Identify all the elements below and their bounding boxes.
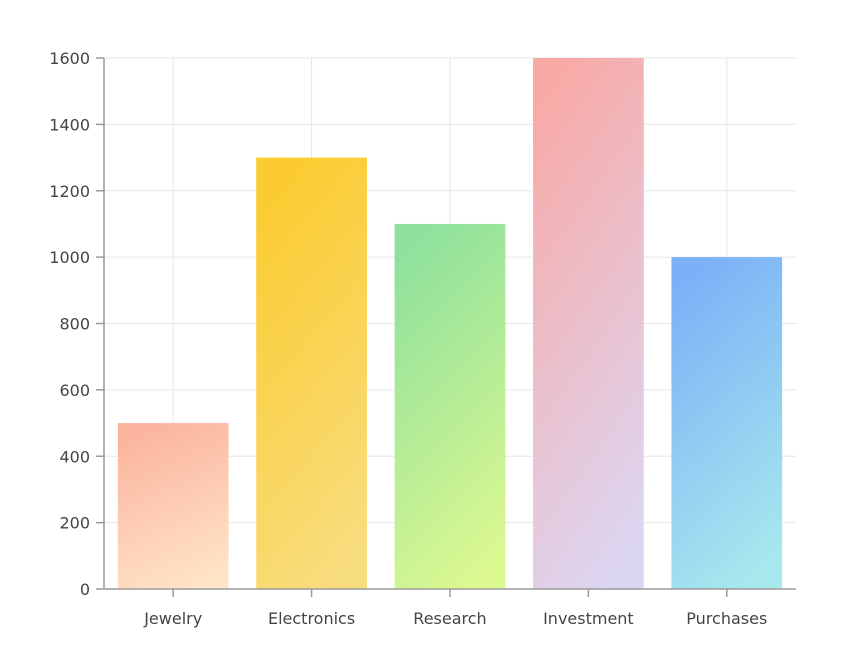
- bar-investment: [533, 58, 644, 589]
- x-tick-label: Research: [413, 609, 486, 628]
- bar-electronics: [256, 157, 367, 589]
- tick-labels: 0 200 400 600 800 1000 1200 1400 1600 Jewelry Elec…: [49, 49, 767, 628]
- y-tick-label: 1000: [49, 248, 90, 267]
- y-tick-label: 600: [59, 381, 90, 400]
- x-tick-label: Electronics: [268, 609, 355, 628]
- bar-purchases: [671, 257, 783, 589]
- y-tick-label: 1400: [49, 115, 90, 134]
- y-tick-label: 400: [59, 447, 90, 466]
- x-tick-label: Jewelry: [143, 609, 202, 628]
- y-tick-label: 1200: [49, 182, 90, 201]
- bar-research: [394, 223, 506, 589]
- y-tick-label: 0: [80, 580, 90, 599]
- axes: [96, 57, 796, 597]
- bars: [117, 58, 783, 589]
- y-tick-label: 200: [59, 514, 90, 533]
- x-tick-label: Purchases: [686, 609, 767, 628]
- y-tick-label: 1600: [49, 49, 90, 68]
- y-tick-label: 800: [59, 315, 90, 334]
- bar-jewelry: [117, 423, 229, 589]
- x-tick-label: Investment: [543, 609, 634, 628]
